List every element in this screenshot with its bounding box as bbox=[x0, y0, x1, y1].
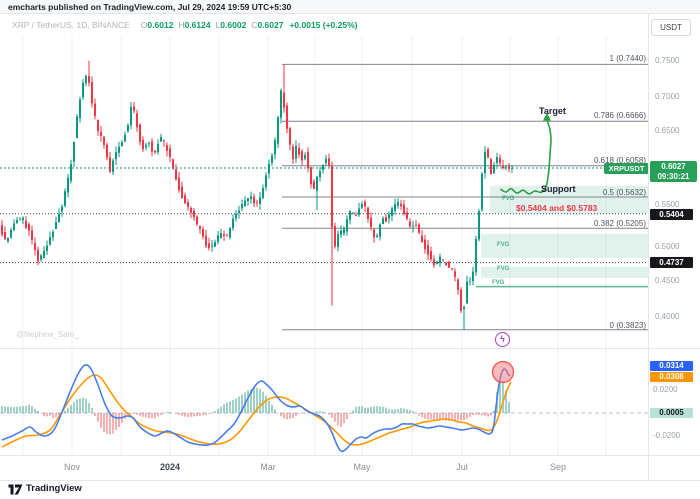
published-text: emcharts published on TradingView.com, J… bbox=[8, 2, 292, 12]
time-axis-label[interactable]: Nov bbox=[63, 462, 81, 472]
fib-level-label[interactable]: 0 (0.3823) bbox=[609, 321, 646, 330]
time-axis-label[interactable]: Mar bbox=[260, 462, 276, 472]
price-axis-tick[interactable]: 0.7500 bbox=[655, 56, 680, 65]
price-axis-tick[interactable]: 0.5500 bbox=[655, 200, 680, 209]
time-axis-label[interactable]: Sep bbox=[549, 462, 567, 472]
change-value: +0.0015 (+0.25%) bbox=[289, 20, 358, 30]
open-value: 0.6012 bbox=[147, 20, 174, 30]
price-chart-pane[interactable] bbox=[0, 0, 648, 348]
high-value: 0.6124 bbox=[184, 20, 211, 30]
price-axis-tick[interactable]: 0.4000 bbox=[655, 312, 680, 321]
countdown-timer: 09:30:21 bbox=[657, 171, 690, 181]
price-axis-tick[interactable]: 0.6500 bbox=[655, 126, 680, 135]
fvg-zone-label: FVG bbox=[497, 266, 510, 272]
fvg-zone-label: FVG bbox=[497, 242, 510, 248]
price-axis-separator[interactable] bbox=[648, 14, 649, 480]
support-annotation[interactable]: Support bbox=[541, 184, 576, 194]
macd-axis-tick[interactable]: 0.0200 bbox=[653, 385, 678, 394]
low-value: 0.6002 bbox=[220, 20, 247, 30]
published-bar: emcharts published on TradingView.com, J… bbox=[0, 0, 700, 14]
macd-value-badge: 0.0314 bbox=[650, 360, 693, 371]
macd-indicator-pane[interactable] bbox=[0, 348, 648, 455]
price-axis-tick[interactable]: 0.7000 bbox=[655, 92, 680, 101]
price-axis-tick[interactable]: 0.4500 bbox=[655, 276, 680, 285]
pane-separator[interactable] bbox=[0, 348, 700, 349]
tradingview-brand[interactable]: TradingView bbox=[26, 483, 82, 494]
level-price-badge: 0.5404 bbox=[650, 209, 693, 220]
time-axis-separator bbox=[0, 455, 700, 456]
fib-level-label[interactable]: 0.618 (0.6058) bbox=[593, 156, 646, 165]
last-price-value: 0.6027 bbox=[661, 162, 686, 171]
last-price-badge: 0.6027 09:30:21 bbox=[650, 161, 697, 182]
histogram-value-badge: 0.0005 bbox=[650, 407, 693, 418]
fib-level-label[interactable]: 1 (0.7440) bbox=[609, 54, 646, 63]
signal-value-badge: 0.0308 bbox=[650, 371, 693, 382]
high-label: H bbox=[178, 20, 185, 30]
lightning-icon: ϟ bbox=[495, 332, 510, 347]
tradingview-logo-icon[interactable] bbox=[8, 484, 23, 495]
close-label: C bbox=[251, 20, 258, 30]
price-axis-tick[interactable]: 0.5000 bbox=[655, 242, 680, 251]
level-price-badge: 0.4737 bbox=[650, 257, 693, 268]
fvg-zone-label: FVG bbox=[492, 280, 505, 286]
fib-level-label[interactable]: 0.786 (0.6666) bbox=[593, 111, 646, 120]
target-annotation[interactable]: Target bbox=[539, 106, 566, 116]
fib-level-label[interactable]: 0.382 (0.5205) bbox=[593, 219, 646, 228]
time-axis-label[interactable]: May bbox=[353, 462, 371, 472]
open-label: O bbox=[140, 20, 148, 30]
symbol-title: XRP / TetherUS, 1D, BINANCE bbox=[12, 20, 130, 30]
symbol-price-flag: XRPUSDT bbox=[604, 163, 649, 174]
symbol-legend[interactable]: XRP / TetherUS, 1D, BINANCE O0.6012 H0.612… bbox=[12, 20, 358, 30]
fvg-zone-label: FVG bbox=[502, 196, 515, 202]
author-watermark: @Nephew_Sam_ bbox=[16, 330, 79, 339]
close-value: 0.6027 bbox=[257, 20, 284, 30]
time-axis-label[interactable]: Jul bbox=[456, 462, 468, 472]
macd-axis-tick[interactable]: -0.0200 bbox=[653, 431, 681, 440]
low-label: L bbox=[215, 20, 221, 30]
footer-separator bbox=[0, 480, 700, 481]
time-axis-label[interactable]: 2024 bbox=[159, 462, 181, 472]
support-range-annotation[interactable]: $0.5404 and $0.5783 bbox=[516, 203, 598, 213]
fib-level-label[interactable]: 0.5 (0.5632) bbox=[602, 188, 646, 197]
currency-usdt-button[interactable]: USDT bbox=[651, 19, 691, 36]
